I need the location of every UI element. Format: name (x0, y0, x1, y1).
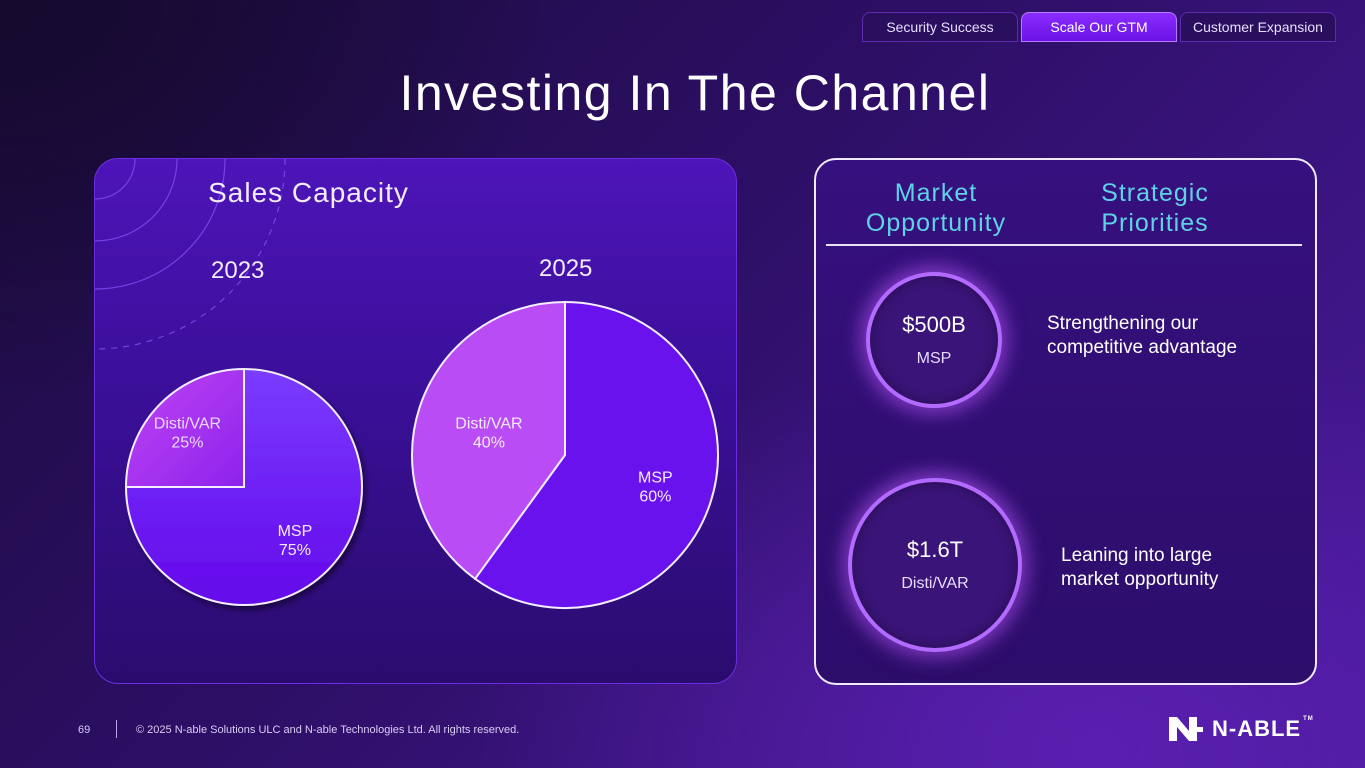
section-tabs: Security Success Scale Our GTM Customer … (862, 12, 1336, 42)
priority-text: Leaning into large market opportunity (1061, 544, 1218, 592)
year-2025: 2025 (539, 255, 593, 282)
pie-label: MSP (638, 469, 673, 486)
year-2023: 2023 (211, 257, 265, 284)
tab-customer-expansion[interactable]: Customer Expansion (1180, 12, 1336, 42)
page-title: Investing In The Channel (399, 65, 991, 121)
tab-security-success[interactable]: Security Success (862, 12, 1018, 42)
msp-opportunity-bubble: $500B MSP (866, 272, 1002, 408)
pie-slice-disti-var (411, 300, 566, 581)
n-able-logo: N-ABLE TM (1168, 716, 1314, 742)
pie-label: Disti/VAR (154, 415, 221, 432)
sales-capacity-title: Sales Capacity (208, 177, 409, 208)
bubble-value: $500B (902, 312, 966, 337)
page-number: 69 (78, 724, 91, 736)
pie-value-label: 40% (473, 434, 505, 451)
priority-line: Leaning into large (1061, 545, 1213, 566)
pie-slice-msp (473, 300, 719, 609)
heading-line: Strategic (1101, 179, 1209, 207)
pie-charts: MSP 75% Disti/VAR 25% MSP 60% Disti/VAR 40% (124, 300, 719, 609)
market-panel: Market Opportunity Strategic Priorities … (814, 158, 1317, 685)
priority-line: competitive advantage (1047, 337, 1238, 358)
bubble-label: Disti/VAR (901, 575, 969, 592)
logo-wordmark: N-ABLE (1212, 716, 1302, 741)
pie-label: Disti/VAR (455, 415, 522, 432)
strategic-priorities-heading: Strategic Priorities (1060, 178, 1250, 238)
logo-trademark: TM (1303, 716, 1314, 722)
disti-opportunity-bubble: $1.6T Disti/VAR (848, 478, 1022, 652)
sales-capacity-panel: Sales Capacity 2023 2025 MSP 75% Disti/VAR… (94, 158, 737, 684)
pie-slice-msp (124, 367, 363, 606)
bubble-value: $1.6T (906, 537, 964, 562)
market-opportunity-heading: Market Opportunity (838, 178, 1034, 238)
copyright-text: © 2025 N-able Solutions ULC and N-able T… (136, 724, 520, 736)
pie-value-label: 75% (279, 542, 311, 559)
heading-line: Market (894, 179, 978, 207)
bubble-label: MSP (916, 350, 952, 367)
tab-scale-our-gtm[interactable]: Scale Our GTM (1021, 12, 1177, 42)
n-able-logo-icon (1169, 717, 1203, 741)
priority-text: Strengthening our competitive advantage (1047, 312, 1237, 360)
pie-2023: MSP 75% Disti/VAR 25% (124, 367, 363, 606)
pie-slice-disti-var (124, 367, 245, 488)
footer-separator (116, 720, 117, 738)
logo-text: N-ABLE TM (1212, 716, 1314, 742)
heading-line: Opportunity (865, 209, 1007, 237)
priority-line: market opportunity (1061, 569, 1219, 590)
pie-value-label: 25% (171, 434, 203, 451)
header-divider (826, 244, 1302, 246)
pie-2025: MSP 60% Disti/VAR 40% (411, 300, 719, 609)
heading-line: Priorities (1101, 209, 1209, 237)
priority-line: Strengthening our (1047, 313, 1199, 334)
pie-value-label: 60% (639, 488, 671, 505)
pie-label: MSP (278, 523, 313, 540)
